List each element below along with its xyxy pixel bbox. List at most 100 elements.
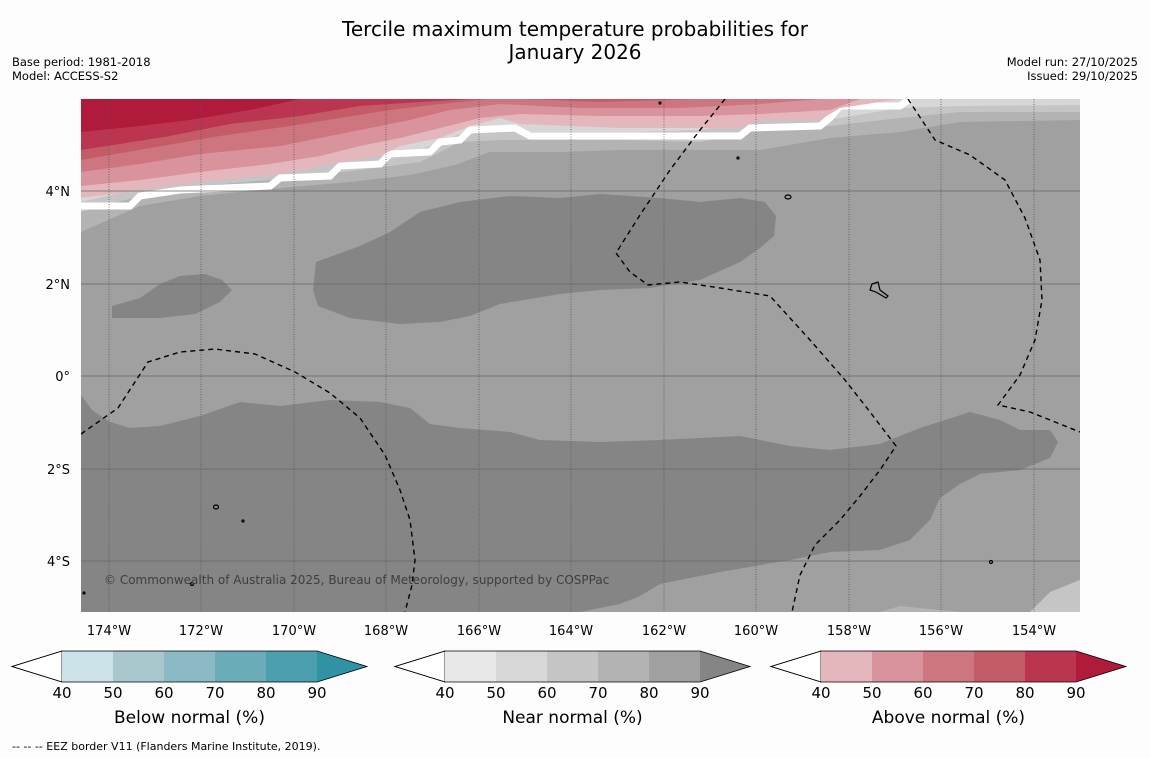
colorbar-segment (164, 651, 215, 682)
lon-label: 154°W (1012, 624, 1056, 639)
colorbar-extend-low (769, 650, 822, 683)
island-6 (241, 519, 245, 523)
near-normal-90-blob-north (313, 194, 776, 324)
colorbar-outline (393, 650, 752, 683)
eez-border-howland-baker (81, 348, 416, 612)
colorbar-tick-label: 70 (205, 684, 225, 702)
islands (82, 101, 994, 595)
island-kiritimati (869, 281, 889, 299)
colorbar-tick-label: 90 (690, 684, 710, 702)
island-4 (658, 101, 662, 105)
map-area (81, 99, 1080, 612)
colorbars (10, 650, 1128, 683)
colorbar-segment (62, 651, 113, 682)
colorbar-tick-label: 90 (1066, 684, 1086, 702)
island-7 (189, 581, 195, 587)
parallels (81, 190, 1080, 562)
lon-label: 156°W (919, 624, 963, 639)
lon-label: 172°W (179, 624, 223, 639)
white-step-line (81, 99, 913, 210)
colorbar-label: Above normal (%) (871, 708, 1026, 728)
lat-label: 4°N (46, 185, 71, 200)
latitude-labels: 4°N 2°N 0° 2°S 4°S (46, 185, 71, 570)
colorbar-tick-label: 50 (103, 684, 123, 702)
model-run: Model run: 27/10/2025 (1006, 55, 1138, 69)
chart-title: Tercile maximum temperature probabilitie… (0, 18, 1150, 64)
longitude-labels: 174°W 172°W 170°W 168°W 166°W 164°W 162°… (87, 624, 1056, 639)
lon-label: 158°W (827, 624, 871, 639)
colorbar-tick-label: 50 (486, 684, 506, 702)
colorbar-near (393, 650, 752, 683)
colorbar-segment (598, 651, 649, 682)
island-8 (82, 591, 86, 595)
eez-borders (81, 99, 1080, 612)
lon-label: 160°W (734, 624, 778, 639)
colorbar-tick-label: 70 (964, 684, 984, 702)
colorbar-segment (445, 651, 496, 682)
eez-border-kiribati-line (615, 99, 897, 612)
colorbar-segment (821, 651, 872, 682)
footnote-eez: -- -- -- EEZ border V11 (Flanders Marine… (12, 740, 321, 753)
island-1 (784, 194, 792, 200)
near-normal-60-70-corner (1030, 580, 1080, 612)
eez-border-jarvis (907, 99, 1080, 433)
colorbar-tick-label: 40 (435, 684, 455, 702)
colorbar-tick-label: 60 (913, 684, 933, 702)
model-name: Model: ACCESS-S2 (12, 69, 119, 83)
colorbar-outline (10, 650, 369, 683)
colorbar-tick-label: 80 (639, 684, 659, 702)
meta-right: Model run: 27/10/2025 Issued: 29/10/2025 (1007, 55, 1138, 83)
colorbar-segment (266, 651, 317, 682)
near-normal-90-blob-west (112, 274, 232, 318)
colorbar-label: Below normal (%) (114, 708, 265, 728)
lat-label: 2°S (47, 463, 70, 478)
colorbar-tick-label: 80 (1015, 684, 1035, 702)
colorbar-below (10, 650, 369, 683)
island-2 (212, 504, 220, 510)
colorbar-tick-label: 50 (862, 684, 882, 702)
colorbar-tick-label: 40 (811, 684, 831, 702)
colorbar-label: Near normal (%) (502, 708, 643, 728)
colorbar-extend-low (393, 650, 446, 683)
colorbar-above (769, 650, 1128, 683)
base-period: Base period: 1981-2018 (12, 55, 151, 69)
colorbar-tick-label: 60 (154, 684, 174, 702)
lat-label: 2°N (46, 278, 71, 293)
lon-label: 162°W (642, 624, 686, 639)
colorbar-extend-high (317, 651, 367, 682)
gridlines (108, 99, 1035, 612)
above-normal-90-band (81, 99, 300, 132)
colorbar-extend-low (10, 650, 63, 683)
island-5 (736, 156, 740, 160)
island-3 (988, 559, 994, 565)
lon-label: 170°W (272, 624, 316, 639)
colorbar-tick-label: 40 (52, 684, 72, 702)
title-line-2: January 2026 (508, 40, 642, 64)
issued-date: Issued: 29/10/2025 (1027, 69, 1138, 83)
colorbar-tick-label: 80 (256, 684, 276, 702)
colorbar-tick-label: 60 (537, 684, 557, 702)
meta-left: Base period: 1981-2018 Model: ACCESS-S2 (12, 55, 151, 83)
colorbar-segment (974, 651, 1025, 682)
lon-label: 168°W (364, 624, 408, 639)
title-line-1: Tercile maximum temperature probabilitie… (342, 17, 808, 41)
near-normal-90-blob-south (81, 395, 1058, 612)
colorbar-segment (649, 651, 700, 682)
colorbar-tick-label: 90 (307, 684, 327, 702)
near-normal-90-blob-southwest (81, 440, 265, 612)
lon-label: 166°W (457, 624, 501, 639)
lat-label: 4°S (47, 555, 70, 570)
colorbar-segment (923, 651, 974, 682)
colorbar-extend-high (700, 651, 750, 682)
colorbar-segment (113, 651, 164, 682)
lat-label: 0° (55, 370, 70, 385)
lon-label: 174°W (87, 624, 131, 639)
lon-label: 164°W (549, 624, 593, 639)
near-normal-70-80-sliver (880, 606, 960, 612)
colorbar-tick-label: 70 (588, 684, 608, 702)
colorbar-segment (547, 651, 598, 682)
colorbar-segment (496, 651, 547, 682)
colorbar-segment (215, 651, 266, 682)
colorbar-outline (769, 650, 1128, 683)
